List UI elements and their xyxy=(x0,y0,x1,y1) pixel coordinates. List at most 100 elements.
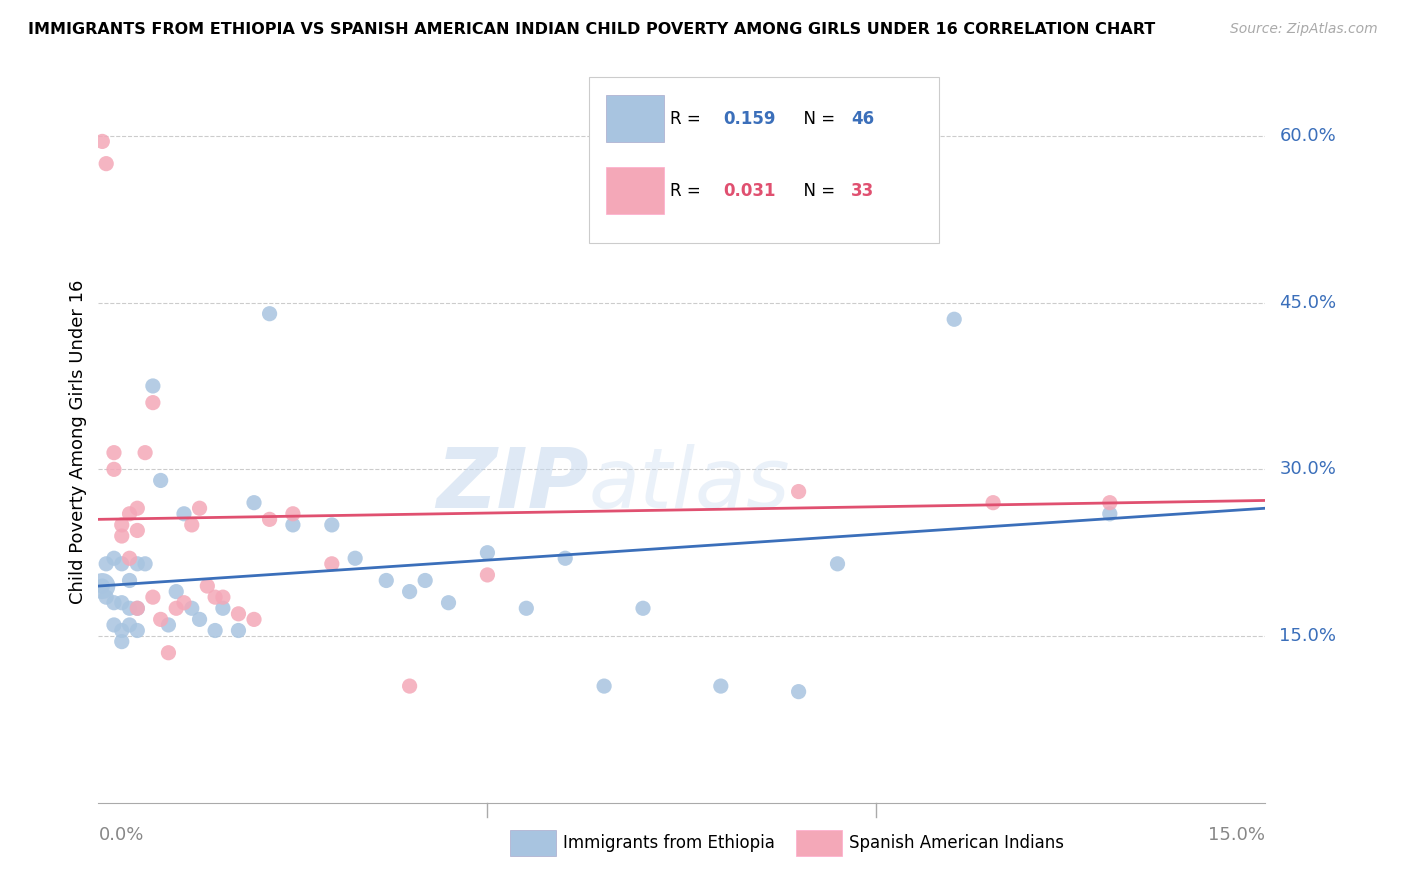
Point xyxy=(321,557,343,571)
Point xyxy=(142,590,165,604)
Point xyxy=(398,584,420,599)
Point xyxy=(437,596,460,610)
Point xyxy=(111,624,134,638)
Point xyxy=(127,601,149,615)
Point xyxy=(180,517,202,532)
Point xyxy=(149,612,172,626)
Text: Spanish American Indians: Spanish American Indians xyxy=(849,834,1064,852)
Text: 0.031: 0.031 xyxy=(723,182,775,200)
Point xyxy=(134,557,156,571)
Point xyxy=(111,517,134,532)
FancyBboxPatch shape xyxy=(589,77,939,243)
Point xyxy=(981,496,1004,510)
Point xyxy=(118,551,141,566)
Point xyxy=(259,512,281,526)
Point xyxy=(188,501,211,516)
FancyBboxPatch shape xyxy=(606,95,665,142)
Point xyxy=(134,445,156,459)
Point xyxy=(142,379,165,393)
Text: 0.0%: 0.0% xyxy=(98,826,143,844)
Text: 45.0%: 45.0% xyxy=(1279,293,1337,311)
Point xyxy=(243,612,266,626)
Point xyxy=(180,601,202,615)
Point xyxy=(281,507,304,521)
Text: 46: 46 xyxy=(851,110,875,128)
Point xyxy=(321,517,343,532)
Point xyxy=(127,501,149,516)
Point xyxy=(195,579,218,593)
Point xyxy=(375,574,398,588)
Point xyxy=(204,590,226,604)
Point xyxy=(204,624,226,638)
Point xyxy=(787,484,810,499)
Text: 60.0%: 60.0% xyxy=(1279,127,1336,145)
Point xyxy=(157,646,180,660)
Point xyxy=(118,574,141,588)
Text: R =: R = xyxy=(671,110,706,128)
Point xyxy=(96,590,118,604)
Point xyxy=(631,601,654,615)
Point xyxy=(111,557,134,571)
Point xyxy=(91,135,114,149)
FancyBboxPatch shape xyxy=(510,830,555,856)
Point xyxy=(515,601,537,615)
Text: N =: N = xyxy=(793,110,841,128)
Point xyxy=(127,601,149,615)
Point xyxy=(103,445,125,459)
Point xyxy=(477,568,499,582)
Point xyxy=(228,624,250,638)
Point xyxy=(554,551,576,566)
Point xyxy=(103,462,125,476)
Point xyxy=(413,574,436,588)
Point xyxy=(103,551,125,566)
Text: 0.159: 0.159 xyxy=(723,110,775,128)
Point xyxy=(710,679,733,693)
Point xyxy=(149,474,172,488)
Point xyxy=(281,517,304,532)
Point xyxy=(118,601,141,615)
Point xyxy=(477,546,499,560)
Point xyxy=(111,634,134,648)
Point xyxy=(398,679,420,693)
Text: 15.0%: 15.0% xyxy=(1279,627,1337,645)
Text: 33: 33 xyxy=(851,182,875,200)
Point xyxy=(1098,496,1121,510)
Text: ZIP: ZIP xyxy=(436,444,589,525)
Point xyxy=(243,496,266,510)
Point xyxy=(127,524,149,538)
Point xyxy=(96,557,118,571)
Point xyxy=(212,590,235,604)
Text: Source: ZipAtlas.com: Source: ZipAtlas.com xyxy=(1230,22,1378,37)
Text: Immigrants from Ethiopia: Immigrants from Ethiopia xyxy=(562,834,775,852)
Point xyxy=(1098,507,1121,521)
Point xyxy=(103,618,125,632)
Point xyxy=(127,557,149,571)
Point xyxy=(259,307,281,321)
Y-axis label: Child Poverty Among Girls Under 16: Child Poverty Among Girls Under 16 xyxy=(69,279,87,604)
Text: 30.0%: 30.0% xyxy=(1279,460,1336,478)
Text: atlas: atlas xyxy=(589,444,790,525)
Point xyxy=(91,579,114,593)
Point xyxy=(96,156,118,170)
Point xyxy=(165,601,187,615)
Point xyxy=(173,596,195,610)
Point xyxy=(593,679,616,693)
Point xyxy=(173,507,195,521)
Point xyxy=(157,618,180,632)
Point xyxy=(111,596,134,610)
Point xyxy=(118,507,141,521)
Point xyxy=(127,624,149,638)
Point xyxy=(787,684,810,698)
FancyBboxPatch shape xyxy=(796,830,842,856)
Point xyxy=(103,596,125,610)
Point xyxy=(827,557,849,571)
Point xyxy=(228,607,250,621)
Point xyxy=(118,618,141,632)
Point xyxy=(165,584,187,599)
Point xyxy=(212,601,235,615)
FancyBboxPatch shape xyxy=(606,167,665,214)
Point xyxy=(142,395,165,409)
Point xyxy=(943,312,966,326)
Point xyxy=(188,612,211,626)
Text: IMMIGRANTS FROM ETHIOPIA VS SPANISH AMERICAN INDIAN CHILD POVERTY AMONG GIRLS UN: IMMIGRANTS FROM ETHIOPIA VS SPANISH AMER… xyxy=(28,22,1156,37)
